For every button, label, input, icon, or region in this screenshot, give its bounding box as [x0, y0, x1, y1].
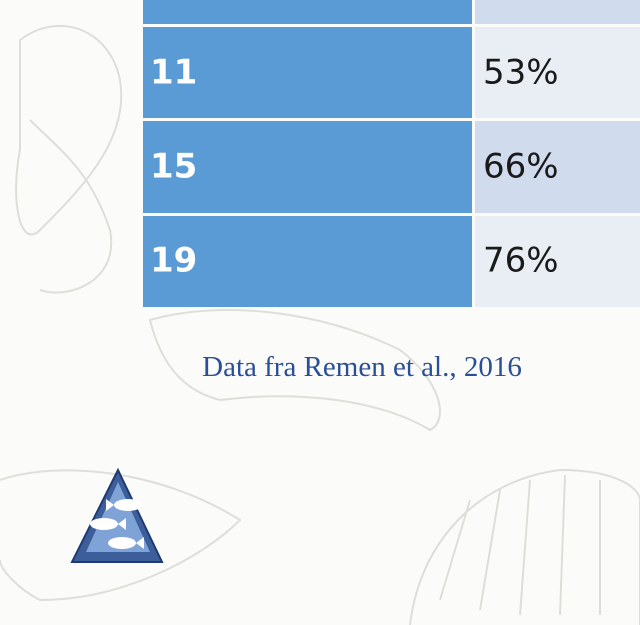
header-cell — [475, 0, 640, 24]
cell-value: 66% — [483, 147, 559, 187]
table: 11 53% 15 66% 19 76% — [143, 0, 640, 307]
source-note: Data fra Remen et al., 2016 — [202, 351, 522, 383]
row-label: 11 — [150, 53, 197, 93]
cell-value: 76% — [483, 241, 559, 281]
slide: 11 53% 15 66% 19 76% Data fra Remen et a… — [0, 0, 640, 625]
page: 11 53% 15 66% 19 76% Data fra Remen et a… — [0, 0, 640, 625]
header-cell — [143, 0, 472, 24]
row-label: 19 — [150, 241, 197, 281]
logo — [72, 470, 162, 562]
cell-value: 53% — [483, 53, 559, 93]
row-label: 15 — [150, 147, 197, 187]
